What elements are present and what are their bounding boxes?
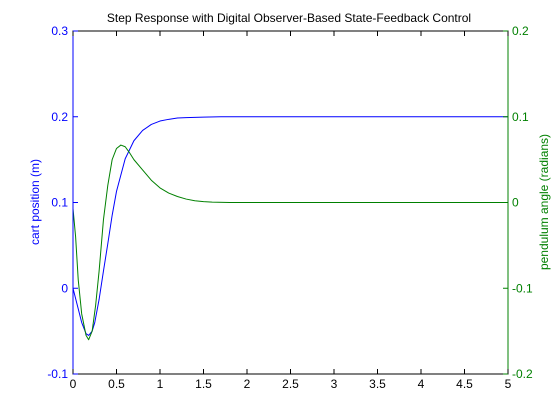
x-tick-label: 2 — [244, 377, 251, 391]
left-y-tick-label: 0 — [61, 281, 68, 295]
cart-position-line — [72, 116, 508, 336]
x-tick-label: 0.5 — [108, 377, 125, 391]
right-y-tick-label: 0 — [512, 196, 519, 210]
right-y-axis-label: pendulum angle (radians) — [537, 134, 551, 270]
left-y-axis-ticks: -0.1 0 0.1 0.2 0.3 — [47, 24, 78, 381]
x-tick-label: 4.5 — [456, 377, 473, 391]
x-tick-label: 4 — [418, 377, 425, 391]
x-axis-ticks: 0 0.5 1 1.5 2 2.5 3 3.5 4 4.5 5 — [70, 31, 512, 391]
x-tick-label: 1.5 — [195, 377, 212, 391]
left-y-tick-label: 0.2 — [51, 110, 68, 124]
chart-title: Step Response with Digital Observer-Base… — [107, 11, 471, 25]
x-tick-label: 3 — [331, 377, 338, 391]
left-y-tick-label: 0.1 — [51, 196, 68, 210]
x-tick-label: 3.5 — [369, 377, 386, 391]
x-tick-label: 2.5 — [282, 377, 299, 391]
right-y-tick-label: -0.2 — [512, 367, 533, 381]
series-layer — [72, 116, 508, 341]
right-y-tick-label: -0.1 — [512, 281, 533, 295]
x-tick-label: 0 — [70, 377, 77, 391]
right-y-tick-label: 0.1 — [512, 110, 529, 124]
left-y-axis-label: cart position (m) — [28, 159, 42, 245]
left-y-tick-label: -0.1 — [47, 367, 68, 381]
right-y-axis-ticks: -0.2 -0.1 0 0.1 0.2 — [503, 24, 533, 381]
pendulum-angle-line — [72, 144, 508, 341]
left-y-tick-label: 0.3 — [51, 24, 68, 38]
x-tick-label: 1 — [157, 377, 164, 391]
x-tick-label: 5 — [505, 377, 512, 391]
right-y-tick-label: 0.2 — [512, 24, 529, 38]
